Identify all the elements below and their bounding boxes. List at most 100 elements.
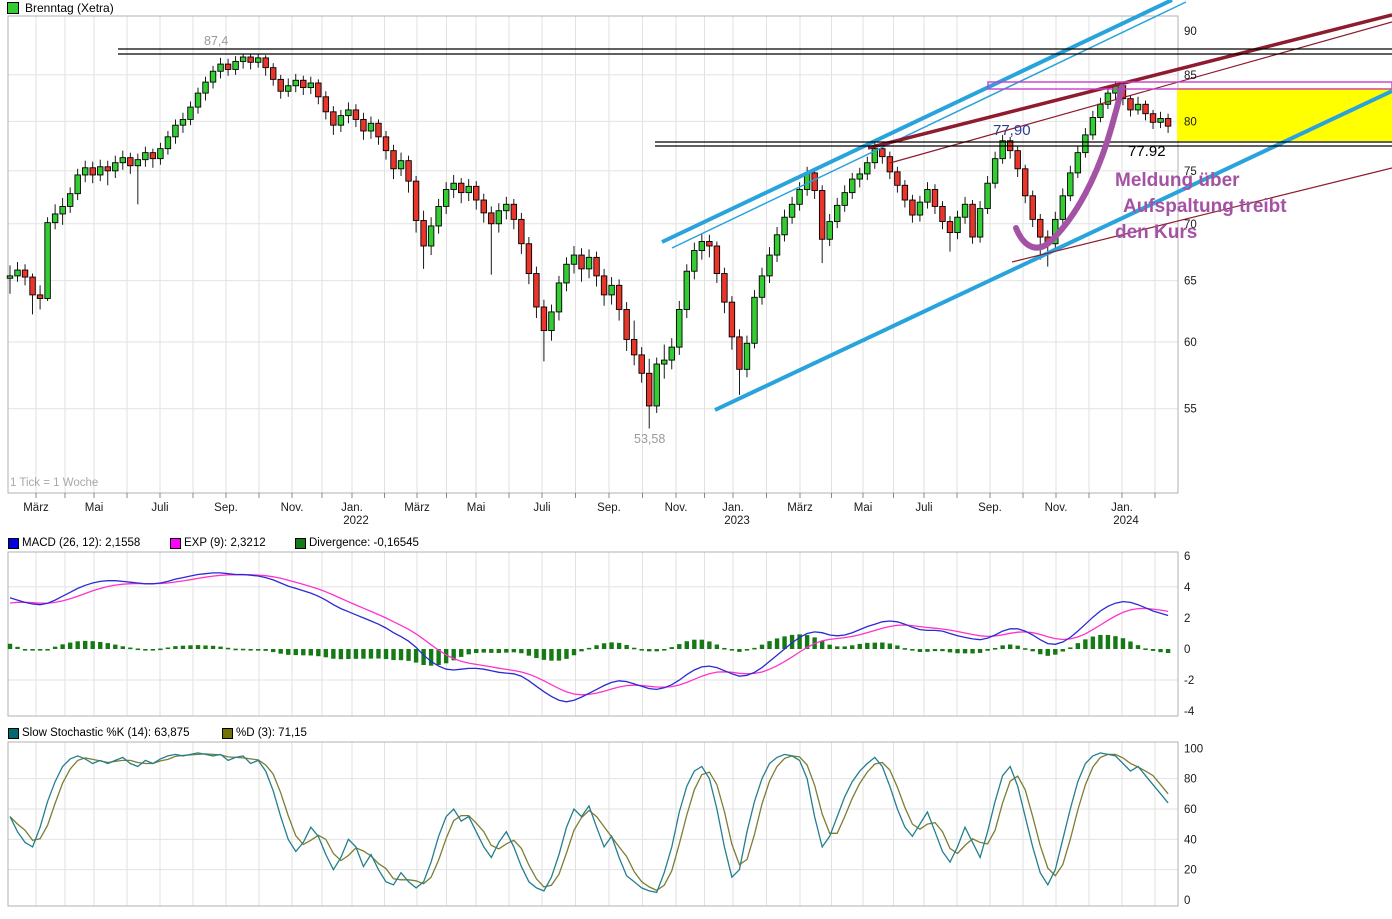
candle-up xyxy=(6,275,14,279)
support-price-label-blue: 77,90 xyxy=(993,122,1031,139)
macd-histogram-bar xyxy=(1015,645,1020,649)
macd-histogram-bar xyxy=(669,647,674,649)
macd-histogram-bar xyxy=(195,645,201,649)
macd-histogram-bar xyxy=(128,647,133,650)
macd-histogram-bar xyxy=(60,644,65,649)
macd-histogram-bar xyxy=(579,649,584,652)
macd-histogram-bar xyxy=(985,649,990,651)
macd-histogram-bar xyxy=(421,649,426,666)
news-annotation-line2: Aufspaltung treibt xyxy=(1123,196,1287,217)
candle-up xyxy=(194,92,202,108)
candle-down xyxy=(458,182,465,194)
macd-legend: MACD (26, 12): 2,1558 EXP (9): 2,3212 Di… xyxy=(0,537,1392,550)
candle-up xyxy=(164,136,172,150)
candle-up xyxy=(691,250,698,272)
candle-down xyxy=(931,189,939,207)
blue-trend-channel-line xyxy=(671,1,1187,249)
macd-histogram-bar xyxy=(75,641,80,649)
candle-down xyxy=(420,220,427,247)
macd-histogram-bar xyxy=(647,649,652,652)
candle-down xyxy=(818,190,826,240)
candle-down xyxy=(721,273,728,303)
macd-histogram-bar xyxy=(662,649,667,651)
x-axis-month-label: März xyxy=(23,502,49,514)
macd-histogram-bar xyxy=(940,649,945,652)
candle-down xyxy=(706,241,713,247)
macd-histogram-bar xyxy=(571,649,577,656)
candle-up xyxy=(292,79,299,87)
candle-up xyxy=(307,82,314,89)
macd-histogram-bar xyxy=(782,636,787,649)
candle-up xyxy=(563,263,570,284)
macd-histogram-bar xyxy=(744,649,750,651)
macd-histogram-bar xyxy=(98,641,103,649)
macd-histogram-bar xyxy=(37,649,43,651)
macd-histogram-bar xyxy=(797,634,802,649)
x-axis-month-label: Nov. xyxy=(281,502,304,514)
macd-histogram-bar xyxy=(729,649,735,651)
candle-down xyxy=(578,254,585,270)
macd-histogram-bar xyxy=(52,646,58,649)
x-axis-month-label: Sep. xyxy=(978,502,1002,514)
macd-histogram-bar xyxy=(286,649,291,655)
candle-down xyxy=(525,243,533,275)
yellow-highlight-zone xyxy=(1177,88,1392,141)
candle-up xyxy=(157,148,164,160)
macd-histogram-bar xyxy=(406,649,411,661)
candle-down xyxy=(390,150,397,170)
candle-down xyxy=(412,180,420,221)
candle-up xyxy=(209,70,217,83)
candle-up xyxy=(217,63,224,72)
macd-axis-label: 4 xyxy=(1184,582,1191,594)
candle-up xyxy=(285,85,292,92)
candle-up xyxy=(999,140,1006,160)
macd-histogram-bar xyxy=(804,635,810,649)
macd-histogram-bar xyxy=(83,640,88,649)
macd-histogram-bar xyxy=(1023,648,1028,650)
x-axis-month-label: März xyxy=(404,502,430,514)
candle-up xyxy=(1067,172,1074,197)
candle-down xyxy=(270,67,277,80)
macd-histogram-bar xyxy=(173,646,178,649)
macd-signal-line xyxy=(9,574,1169,696)
panel-border xyxy=(7,551,1179,717)
macd-histogram-bar xyxy=(443,649,449,664)
candle-down xyxy=(360,118,367,132)
candle-down xyxy=(946,221,954,234)
y-axis-price-label: 85 xyxy=(1184,70,1197,82)
candle-down xyxy=(224,63,232,70)
y-axis-price-label: 55 xyxy=(1184,404,1197,416)
x-axis-month-label: Jan. xyxy=(341,502,363,514)
macd-histogram-bar xyxy=(932,649,938,652)
macd-histogram-bar xyxy=(789,634,795,649)
stoch-k-line xyxy=(9,752,1169,894)
macd-histogram-bar xyxy=(564,649,569,659)
stoch-k-legend-swatch-icon xyxy=(8,728,19,739)
candle-down xyxy=(615,284,623,310)
macd-histogram-bar xyxy=(1143,648,1148,651)
macd-histogram-bar xyxy=(1090,636,1096,649)
candle-down xyxy=(623,309,630,340)
candle-up xyxy=(187,106,194,120)
stoch-d-legend-swatch-icon xyxy=(222,728,233,739)
macd-histogram-bar xyxy=(1113,636,1118,649)
macd-histogram-bar xyxy=(707,641,712,649)
candle-up xyxy=(555,282,563,313)
macd-axis-label: -2 xyxy=(1184,675,1194,687)
stoch-d-legend-label: %D (3): 71,15 xyxy=(236,727,307,739)
candle-down xyxy=(473,185,480,201)
purple-arrow xyxy=(1013,84,1125,251)
candle-down xyxy=(330,111,337,126)
candle-up xyxy=(781,216,788,236)
x-axis-month-label: Mai xyxy=(854,502,873,514)
candle-down xyxy=(1022,168,1029,197)
macd-histogram-bar xyxy=(308,649,313,656)
x-axis-month-label: Mai xyxy=(85,502,104,514)
macd-histogram-bar xyxy=(105,643,110,649)
candle-down xyxy=(247,56,254,63)
macd-histogram-bar xyxy=(1165,649,1171,654)
macd-histogram-bar xyxy=(188,645,193,649)
x-axis-month-label: Juli xyxy=(151,502,168,514)
candle-up xyxy=(841,192,848,206)
macd-histogram-bar xyxy=(970,649,975,654)
